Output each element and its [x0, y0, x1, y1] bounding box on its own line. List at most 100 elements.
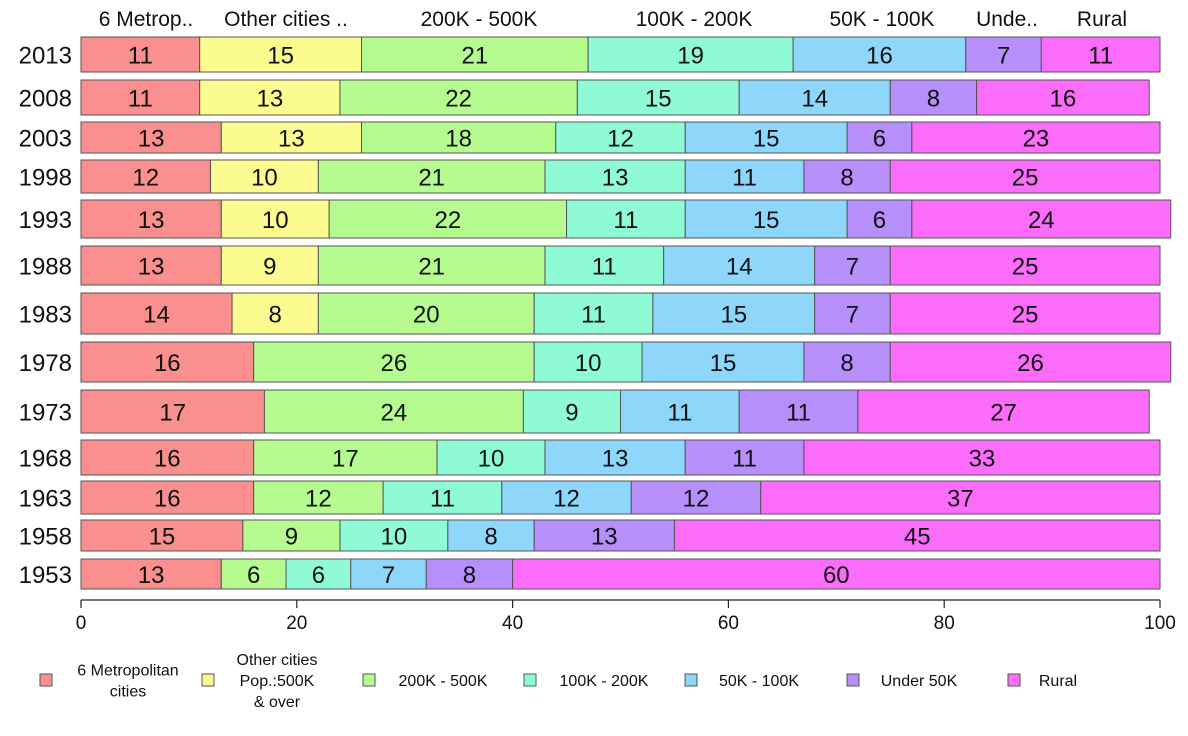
- data-label: 14: [801, 86, 828, 113]
- bar-segment: [199, 36, 363, 73]
- bar-segment: [889, 341, 1172, 383]
- bar-segment: [857, 389, 1150, 434]
- y-tick-label: 1973: [19, 400, 72, 427]
- bar-segment: [242, 519, 341, 552]
- bar-segment: [80, 519, 244, 552]
- data-label: 25: [1012, 254, 1039, 281]
- legend: 6 Metropolitan cities Other cities Pop.:500…: [39, 652, 1077, 711]
- data-label: 18: [445, 126, 472, 153]
- y-tick-label: 1988: [19, 254, 72, 281]
- data-label: 11: [732, 165, 757, 192]
- data-label: 17: [159, 400, 186, 427]
- data-label: 9: [263, 254, 276, 281]
- legend-item: 100K - 200K: [523, 673, 649, 690]
- data-label: 6: [312, 562, 325, 589]
- data-label: 16: [1050, 86, 1077, 113]
- legend-label: Other cities: [237, 652, 318, 669]
- legend-swatch: [201, 673, 215, 687]
- bar-segment: [220, 121, 363, 154]
- data-label: 25: [1012, 302, 1039, 329]
- data-label: 8: [840, 350, 853, 377]
- bar-segment: [814, 245, 891, 286]
- bar-segment: [317, 292, 535, 335]
- data-label: 23: [1023, 126, 1050, 153]
- data-label: 11: [128, 43, 153, 70]
- data-label: 60: [823, 562, 850, 589]
- data-label: 13: [138, 254, 165, 281]
- bar-segment: [792, 36, 967, 73]
- legend-swatch: [362, 673, 376, 687]
- legend-item: 50K - 100K: [684, 673, 799, 690]
- bar-segment: [544, 245, 665, 286]
- bar-segment: [738, 79, 891, 116]
- data-label: 15: [645, 86, 672, 113]
- bar-row: 15 9 10 8 13 45: [80, 519, 1161, 552]
- column-header: 50K - 100K: [829, 8, 934, 31]
- data-label: 8: [840, 165, 853, 192]
- data-label: 8: [463, 562, 476, 589]
- column-header: Unde..: [976, 8, 1038, 31]
- bar-segment: [911, 199, 1172, 239]
- bar-segment: [976, 79, 1150, 116]
- data-label: 26: [1017, 350, 1044, 377]
- y-tick-label: 1993: [19, 207, 72, 234]
- data-label: 9: [565, 400, 578, 427]
- bar-segment: [263, 389, 524, 434]
- column-header: Other cities ..: [224, 8, 348, 31]
- data-label: 11: [581, 302, 606, 329]
- legend-swatch: [523, 673, 537, 687]
- data-label: 11: [1088, 43, 1113, 70]
- bar-segment: [533, 292, 654, 335]
- bar-row: 16 12 11 12 12 37: [80, 480, 1161, 515]
- bar-row: 16 17 10 13 11 33: [80, 439, 1161, 476]
- column-header: 6 Metrop..: [99, 8, 194, 31]
- x-tick-label: 20: [286, 613, 307, 634]
- bar-segment: [652, 292, 816, 335]
- bar-segment: [738, 389, 859, 434]
- bar-segment: [760, 480, 1161, 515]
- data-label: 11: [430, 486, 455, 513]
- bar-segment: [425, 558, 514, 590]
- bar-row: 11 13 22 15 14 8 16: [80, 79, 1150, 116]
- legend-label: 50K - 100K: [719, 673, 799, 690]
- data-label: 11: [667, 400, 692, 427]
- data-label: 7: [382, 562, 395, 589]
- legend-item: 200K - 500K: [362, 673, 488, 690]
- bar-segment: [253, 480, 384, 515]
- data-label: 13: [278, 126, 305, 153]
- data-label: 27: [990, 400, 1017, 427]
- data-label: 15: [753, 126, 780, 153]
- bar-segment: [889, 159, 1161, 194]
- data-label: 10: [381, 524, 408, 551]
- data-label: 16: [866, 43, 893, 70]
- data-label: 12: [607, 126, 634, 153]
- legend-label: Pop.:500K: [240, 673, 315, 690]
- bar-segment: [80, 389, 265, 434]
- bar-segment: [889, 79, 978, 116]
- legend-label: 100K - 200K: [560, 673, 649, 690]
- bar-row: 13 13 18 12 15 6 23: [80, 121, 1161, 154]
- legend-swatch: [1007, 673, 1021, 687]
- data-label: 13: [602, 446, 629, 473]
- data-label: 21: [418, 254, 445, 281]
- data-label: 6: [247, 562, 260, 589]
- data-label: 12: [305, 486, 332, 513]
- bar-segment: [199, 79, 341, 116]
- data-label: 45: [904, 524, 931, 551]
- y-tick-label: 1963: [19, 486, 72, 513]
- legend-swatch: [39, 673, 53, 687]
- y-tick-label: 1958: [19, 524, 72, 551]
- bar-segment: [80, 341, 255, 383]
- data-label: 7: [846, 254, 859, 281]
- bar-segment: [285, 558, 352, 590]
- y-tick-label: 1968: [19, 446, 72, 473]
- bar-segment: [436, 439, 546, 476]
- bar-segment: [533, 519, 675, 552]
- data-label: 11: [128, 86, 153, 113]
- data-label: 15: [267, 43, 294, 70]
- bar-segment: [544, 159, 686, 194]
- data-label: 25: [1012, 165, 1039, 192]
- legend-label: Rural: [1039, 673, 1077, 690]
- bar-segment: [80, 480, 255, 515]
